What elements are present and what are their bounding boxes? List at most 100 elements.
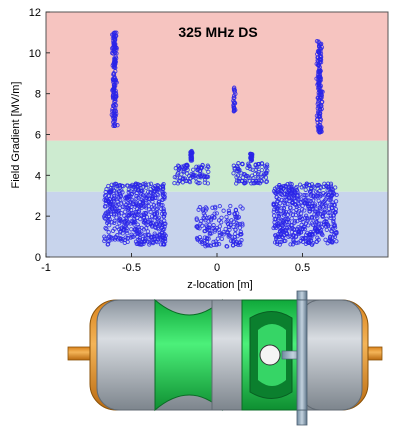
data-point — [329, 205, 335, 210]
data-point — [225, 218, 230, 223]
data-point — [238, 232, 243, 237]
data-point — [113, 96, 118, 102]
data-point — [119, 183, 125, 188]
cavity-illustration — [67, 290, 383, 426]
data-point — [152, 237, 157, 242]
data-point — [231, 171, 236, 176]
data-point — [281, 206, 286, 211]
data-point — [302, 208, 307, 213]
data-point — [136, 195, 141, 200]
data-point — [316, 211, 321, 216]
data-point — [122, 209, 128, 214]
data-point — [107, 201, 112, 206]
data-point — [202, 235, 208, 240]
data-point — [181, 169, 186, 175]
data-point — [114, 191, 119, 196]
data-point — [334, 239, 339, 244]
data-point — [140, 188, 145, 194]
y-tick-label: 0 — [35, 252, 41, 264]
data-point — [285, 216, 290, 221]
data-point — [231, 224, 236, 229]
data-point — [256, 171, 261, 177]
data-point — [108, 185, 114, 191]
data-point — [113, 61, 118, 66]
data-point — [200, 241, 205, 246]
data-point — [227, 211, 232, 216]
data-point — [316, 44, 322, 49]
data-point — [194, 224, 199, 229]
data-point — [161, 226, 167, 232]
data-point — [317, 106, 322, 111]
data-point — [323, 204, 329, 209]
data-point — [136, 187, 141, 192]
data-point — [238, 204, 243, 209]
data-point — [149, 196, 155, 201]
y-axis-label: Field Gradient [MV/m] — [10, 82, 22, 189]
data-point — [104, 187, 109, 192]
data-point — [313, 218, 319, 223]
data-point — [154, 203, 159, 208]
data-point — [113, 234, 118, 239]
data-point — [143, 234, 148, 239]
data-point — [235, 163, 240, 169]
data-point — [308, 233, 313, 238]
data-point — [256, 162, 261, 167]
data-point — [259, 167, 265, 173]
data-point — [135, 241, 140, 246]
data-point — [215, 236, 221, 241]
cluster-4 — [231, 161, 270, 186]
data-point — [320, 99, 325, 104]
data-point — [154, 233, 160, 239]
data-point — [299, 200, 304, 205]
data-point — [291, 192, 296, 198]
data-point — [136, 203, 141, 208]
data-point — [200, 208, 206, 213]
data-point — [144, 226, 149, 231]
data-point — [112, 40, 117, 45]
data-point — [304, 193, 309, 198]
data-point — [271, 188, 277, 194]
data-point — [310, 222, 316, 227]
cluster-0 — [109, 30, 120, 129]
y-tick-label: 8 — [35, 89, 41, 101]
data-point — [233, 227, 238, 232]
data-point — [309, 242, 315, 247]
data-point — [120, 190, 125, 195]
data-point — [133, 232, 138, 237]
data-point — [104, 226, 109, 232]
data-point — [129, 227, 134, 232]
chart-title: 325 MHz DS — [178, 24, 257, 40]
data-point — [112, 30, 117, 35]
data-point — [111, 109, 116, 114]
data-point — [103, 225, 108, 231]
data-point — [322, 207, 327, 212]
data-point — [316, 124, 321, 130]
data-point — [321, 184, 327, 189]
data-point — [297, 182, 303, 187]
data-point — [134, 227, 139, 232]
data-point — [228, 203, 233, 209]
data-point — [303, 213, 309, 218]
data-point — [259, 174, 264, 180]
data-point — [287, 226, 293, 231]
data-point — [102, 236, 108, 241]
data-point — [328, 195, 333, 201]
data-point — [121, 226, 127, 231]
data-point — [289, 188, 295, 193]
data-point — [248, 151, 253, 157]
cluster-2 — [231, 85, 238, 114]
data-point — [150, 199, 155, 204]
data-point — [318, 56, 323, 62]
data-point — [281, 186, 286, 191]
data-point — [111, 34, 116, 39]
data-point — [219, 215, 224, 220]
data-point — [240, 162, 245, 167]
data-point — [264, 179, 270, 184]
data-point — [296, 231, 302, 237]
data-point — [194, 179, 199, 185]
data-point — [138, 216, 143, 222]
data-point — [204, 223, 209, 228]
data-point — [125, 213, 130, 218]
data-point — [238, 242, 243, 247]
